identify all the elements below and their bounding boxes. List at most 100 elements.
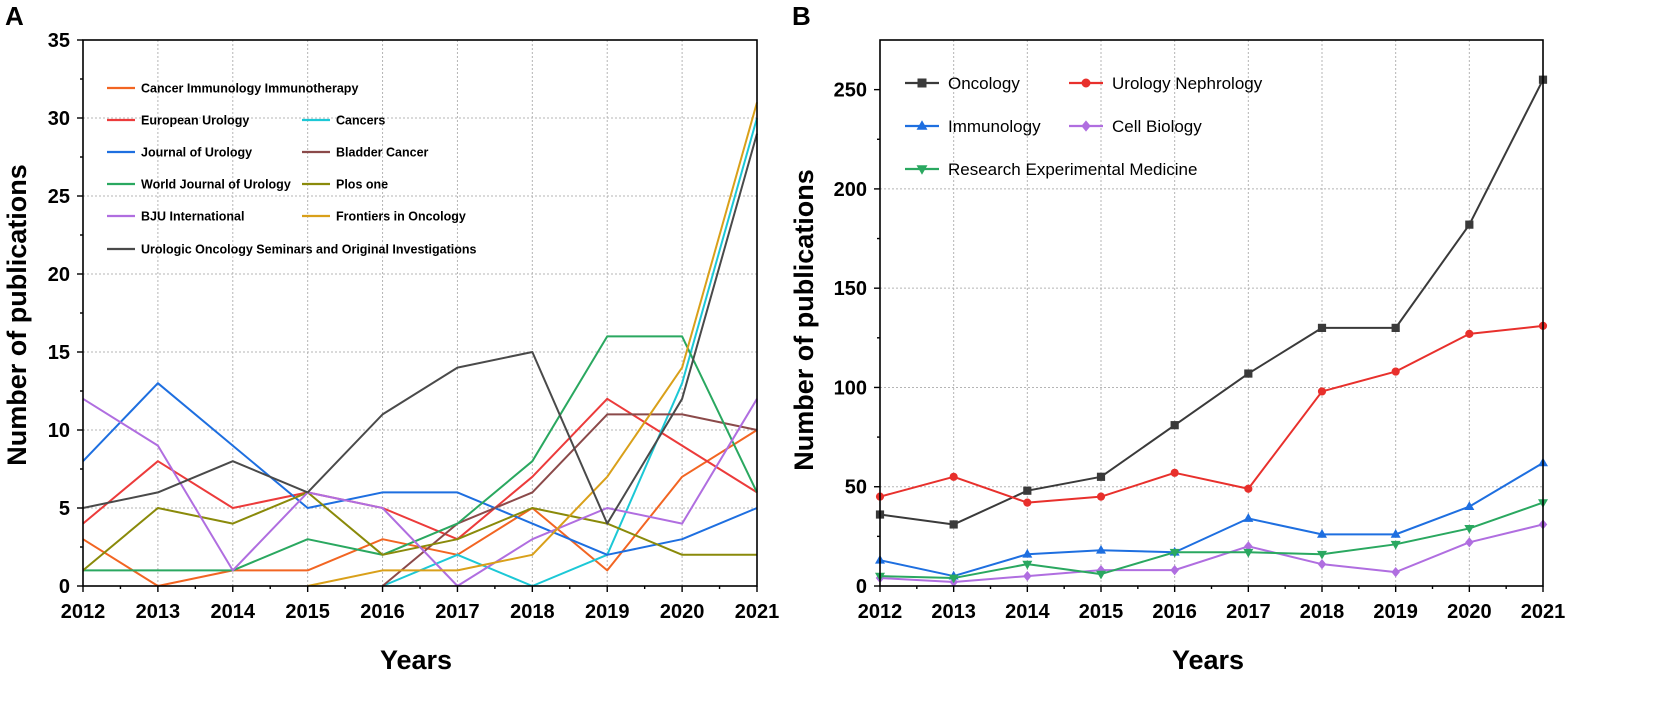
x-tick-label: 2014 (1005, 601, 1050, 623)
x-tick-label: 2021 (1521, 601, 1566, 623)
data-point (1243, 548, 1254, 558)
legend-item: BJU International (107, 210, 245, 224)
y-tick-label: 10 (48, 420, 70, 442)
series-line-9 (82, 133, 758, 525)
data-point (1022, 548, 1033, 558)
y-tick-label: 100 (834, 377, 867, 399)
panel-b-legend: Oncology Urology Nephrology Immunology Cell… (905, 74, 1263, 179)
legend-item: Research Experimental Medicine (905, 160, 1197, 179)
y-tick-label: 25 (48, 186, 70, 208)
data-point (1465, 329, 1474, 338)
x-tick-label: 2012 (858, 601, 903, 623)
legend-label: Journal of Urology (141, 146, 252, 160)
data-point (948, 574, 959, 584)
y-tick-label: 0 (856, 576, 867, 598)
series-line-6 (82, 491, 757, 572)
legend-marker (1081, 78, 1091, 88)
series-line-3 (879, 523, 1544, 584)
series-line-7 (82, 397, 758, 587)
panel-b-xlabel: Years (1172, 645, 1244, 675)
legend-label: Research Experimental Medicine (948, 160, 1197, 179)
data-point (1391, 367, 1400, 376)
data-point (1169, 548, 1180, 558)
data-point (1243, 513, 1254, 522)
legend-marker (916, 120, 928, 130)
legend-marker (917, 78, 927, 88)
legend-label: World Journal of Urology (141, 178, 291, 192)
legend-label: BJU International (141, 210, 245, 224)
legend-marker (1081, 120, 1091, 132)
x-tick-label: 2013 (931, 601, 976, 623)
x-tick-label: 2018 (510, 601, 555, 623)
legend-item: World Journal of Urology (107, 178, 291, 192)
series-line-2 (382, 117, 758, 587)
data-point (1391, 567, 1400, 578)
panel-a-xlabel: Years (380, 645, 452, 675)
x-tick-label: 2015 (1079, 601, 1124, 623)
panel-a: A 2012 2013 2014 2015 2016 2017 2018 2019 2020 20… (2, 1, 779, 675)
legend-label: Urology Nephrology (1112, 74, 1263, 93)
data-point (1170, 468, 1179, 477)
data-point (1095, 570, 1107, 580)
x-tick-label: 2017 (1226, 601, 1271, 623)
panel-b-series (874, 75, 1549, 588)
data-point (1095, 544, 1107, 554)
x-tick-label: 2020 (660, 601, 705, 623)
data-point (1317, 323, 1327, 332)
y-tick-label: 250 (834, 80, 867, 102)
series-line-4 (381, 413, 758, 587)
y-tick-label: 5 (59, 498, 70, 520)
legend-label: Plos one (336, 178, 388, 192)
legend-item: Plos one (302, 178, 388, 192)
legend-item: Cell Biology (1069, 117, 1202, 136)
data-point (1465, 537, 1474, 548)
x-tick-label: 2016 (360, 601, 405, 623)
legend-label: Cancers (336, 114, 385, 128)
legend-item: Frontiers in Oncology (302, 210, 466, 224)
data-point (1464, 501, 1475, 510)
legend-label: Oncology (948, 74, 1020, 93)
data-point (1096, 492, 1106, 501)
panel-a-series (82, 102, 758, 587)
data-point (1022, 560, 1033, 570)
legend-label: Urologic Oncology Seminars and Original … (141, 243, 477, 257)
x-tick-label: 2012 (61, 601, 106, 623)
legend-label: Cell Biology (1112, 117, 1202, 136)
data-point (1316, 529, 1328, 538)
legend-item: Immunology (905, 117, 1041, 136)
x-tick-label: 2018 (1300, 601, 1345, 623)
data-point (949, 520, 958, 529)
panel-a-legend: Cancer Immunology Immunotherapy European … (107, 82, 477, 257)
x-tick-label: 2013 (136, 601, 181, 623)
data-point (1390, 529, 1401, 538)
x-tick-label: 2020 (1447, 601, 1492, 623)
legend-label: Cancer Immunology Immunotherapy (141, 82, 358, 96)
data-point (1316, 550, 1328, 560)
y-tick-label: 30 (48, 108, 70, 130)
data-point (1023, 498, 1032, 507)
series-line-5 (83, 335, 758, 572)
data-point (1244, 484, 1253, 493)
legend-label: Bladder Cancer (336, 146, 429, 160)
x-tick-label: 2017 (435, 601, 480, 623)
legend-item: Journal of Urology (107, 146, 252, 160)
data-point (1023, 570, 1032, 582)
y-tick-label: 50 (845, 477, 867, 499)
y-tick-label: 200 (834, 179, 867, 201)
series-line-4 (879, 501, 1544, 580)
y-tick-label: 150 (834, 278, 867, 300)
data-point (1023, 486, 1032, 495)
panel-b-label: B (792, 1, 811, 31)
y-tick-label: 35 (48, 30, 70, 52)
data-point (1464, 525, 1475, 534)
legend-item: Cancers (302, 114, 385, 128)
data-point (1465, 220, 1474, 229)
series-line-1 (879, 324, 1544, 504)
x-tick-label: 2014 (211, 601, 256, 623)
panel-b-ticks: 2012 2013 2014 2015 2016 2017 2018 2019 2020 2021… (834, 80, 1566, 623)
x-tick-label: 2015 (285, 601, 330, 623)
legend-marker (916, 165, 928, 175)
panel-a-label: A (5, 1, 24, 31)
data-point (1317, 559, 1327, 570)
